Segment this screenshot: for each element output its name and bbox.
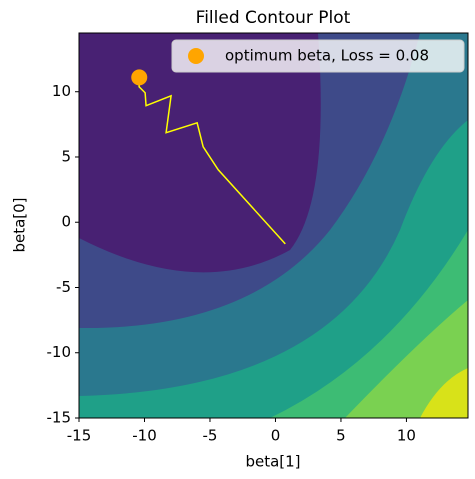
- legend-box: [171, 39, 465, 73]
- x-axis-label: beta[1]: [245, 453, 300, 471]
- x-tick-label: 0: [271, 427, 281, 445]
- contour-fill: [79, 33, 468, 418]
- y-tick-label: 0: [61, 213, 71, 231]
- y-tick-label: 5: [61, 147, 71, 165]
- x-tick-label: 5: [336, 427, 346, 445]
- optimum-point: [131, 69, 148, 86]
- y-tick-label: -5: [56, 278, 71, 296]
- y-tick-label: 10: [52, 82, 71, 100]
- legend-label: optimum beta, Loss = 0.08: [225, 47, 429, 65]
- x-tick-label: -5: [202, 427, 217, 445]
- x-tick-label: 10: [397, 427, 416, 445]
- legend-marker: [188, 48, 204, 64]
- y-axis-label: beta[0]: [11, 197, 29, 252]
- y-tick-label: -15: [47, 409, 72, 427]
- legend: optimum beta, Loss = 0.08: [171, 39, 465, 73]
- y-tick-label: -10: [47, 343, 72, 361]
- x-tick-label: -15: [67, 427, 92, 445]
- chart-title: Filled Contour Plot: [196, 8, 351, 28]
- plot-frame: [78, 32, 469, 419]
- x-tick-label: -10: [132, 427, 157, 445]
- contour-band: [79, 33, 321, 273]
- descent-path: [138, 77, 286, 245]
